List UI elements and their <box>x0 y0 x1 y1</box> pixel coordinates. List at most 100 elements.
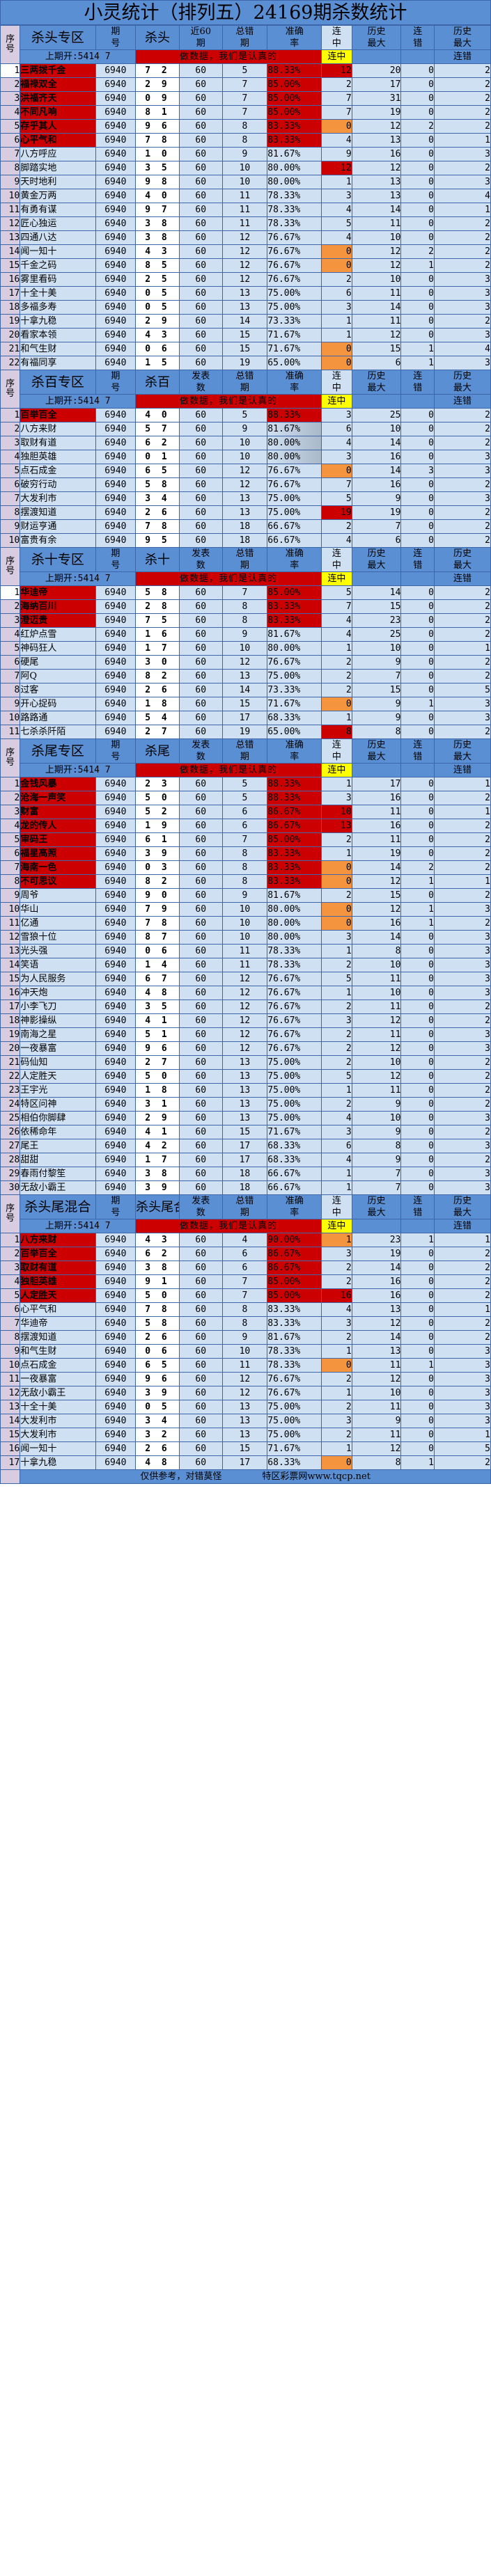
row-name[interactable]: 神影操纵 <box>20 1013 96 1028</box>
table-row[interactable]: 15 千金之码 6940 8 5 60 12 76.67% 0 12 1 2 <box>0 258 491 273</box>
row-name[interactable]: 存乎其人 <box>20 119 96 134</box>
row-name[interactable]: 闻一知十 <box>20 244 96 259</box>
table-row[interactable]: 4 龙的传人 6940 1 9 60 6 86.67% 13 16 0 2 <box>0 819 491 833</box>
row-name[interactable]: 一夜暴富 <box>20 1041 96 1056</box>
table-row[interactable]: 1 八方来财 6940 4 3 60 4 90.00% 1 23 1 1 <box>0 1233 491 1247</box>
row-name[interactable]: 不可思议 <box>20 874 96 889</box>
table-row[interactable]: 9 开心捉码 6940 1 8 60 15 71.67% 0 9 1 3 <box>0 697 491 711</box>
row-name[interactable]: 洪福齐天 <box>20 91 96 106</box>
table-row[interactable]: 1 华迪帝 6940 5 8 60 7 85.00% 5 14 0 2 <box>0 585 491 600</box>
table-row[interactable]: 14 闻一知十 6940 4 3 60 12 76.67% 0 12 2 2 <box>0 244 491 259</box>
row-name[interactable]: 红炉点雪 <box>20 627 96 642</box>
table-row[interactable]: 1 三两拨千金 6940 7 2 60 5 88.33% 12 20 0 2 <box>0 63 491 78</box>
table-row[interactable]: 14 笑语 6940 1 4 60 11 78.33% 2 10 0 3 <box>0 958 491 972</box>
row-name[interactable]: 依稀命年 <box>20 1125 96 1139</box>
row-name[interactable]: 心平气和 <box>20 1302 96 1317</box>
row-name[interactable]: 富贵有余 <box>20 533 96 548</box>
table-row[interactable]: 27 尾王 6940 4 2 60 17 68.33% 6 8 0 3 <box>0 1139 491 1153</box>
row-name[interactable]: 大发利市 <box>20 1414 96 1428</box>
table-row[interactable]: 29 春雨付黎笙 6940 3 8 60 18 66.67% 1 7 0 3 <box>0 1167 491 1181</box>
table-row[interactable]: 19 南海之星 6940 5 1 60 12 76.67% 2 11 0 3 <box>0 1027 491 1042</box>
row-name[interactable]: 周爷 <box>20 888 96 903</box>
row-name[interactable]: 福禄双全 <box>20 77 96 92</box>
row-name[interactable]: 百举百全 <box>20 1247 96 1261</box>
table-row[interactable]: 4 独胆英雄 6940 0 1 60 10 80.00% 3 16 0 3 <box>0 450 491 464</box>
table-row[interactable]: 20 看家本领 6940 4 3 60 15 71.67% 1 12 0 3 <box>0 328 491 342</box>
row-name[interactable]: 阿Q <box>20 669 96 683</box>
row-name[interactable]: 摆渡知道 <box>20 505 96 520</box>
row-name[interactable]: 甜甜 <box>20 1153 96 1167</box>
table-row[interactable]: 10 华山 6940 7 9 60 10 80.00% 0 12 1 3 <box>0 902 491 917</box>
table-row[interactable]: 9 财运亨通 6940 7 8 60 18 66.67% 2 7 0 2 <box>0 519 491 534</box>
row-name[interactable]: 十全十美 <box>20 286 96 301</box>
table-row[interactable]: 6 心平气和 6940 7 8 60 8 83.33% 4 13 0 1 <box>0 133 491 148</box>
row-name[interactable]: 有福同享 <box>20 356 96 370</box>
row-name[interactable]: 八方呼应 <box>20 147 96 161</box>
row-name[interactable]: 大发利市 <box>20 491 96 506</box>
row-name[interactable]: 华迪帝 <box>20 585 96 600</box>
row-name[interactable]: 冲天炮 <box>20 986 96 1000</box>
table-row[interactable]: 15 为人民服务 6940 6 7 60 12 76.67% 5 11 0 3 <box>0 972 491 986</box>
row-name[interactable]: 人定胜天 <box>20 1288 96 1303</box>
row-name[interactable]: 过客 <box>20 683 96 697</box>
table-row[interactable]: 1 金钱风暴 6940 2 3 60 5 88.33% 1 17 0 1 <box>0 777 491 791</box>
table-row[interactable]: 9 和气生财 6940 0 6 60 10 78.33% 1 13 0 3 <box>0 1344 491 1359</box>
table-row[interactable]: 5 神码狂人 6940 1 7 60 10 80.00% 1 10 0 1 <box>0 641 491 656</box>
row-name[interactable]: 有勇有谋 <box>20 203 96 217</box>
row-name[interactable]: 无敌小霸王 <box>20 1386 96 1400</box>
table-row[interactable]: 5 审码王 6940 6 1 60 7 85.00% 2 11 0 2 <box>0 832 491 847</box>
row-name[interactable]: 八方来财 <box>20 422 96 436</box>
row-name[interactable]: 不同凡响 <box>20 105 96 120</box>
table-row[interactable]: 3 洪福齐天 6940 0 9 60 7 85.00% 7 31 0 2 <box>0 91 491 106</box>
row-name[interactable]: 八方来财 <box>20 1233 96 1247</box>
row-name[interactable]: 亿通 <box>20 916 96 931</box>
table-row[interactable]: 2 八方来财 6940 5 7 60 9 81.67% 6 10 0 2 <box>0 422 491 436</box>
table-row[interactable]: 16 冲天炮 6940 4 8 60 12 76.67% 1 10 0 3 <box>0 986 491 1000</box>
table-row[interactable]: 11 亿通 6940 7 8 60 10 80.00% 0 16 1 2 <box>0 916 491 931</box>
table-row[interactable]: 15 大发利市 6940 3 2 60 13 75.00% 2 11 0 1 <box>0 1428 491 1442</box>
row-name[interactable]: 十拿九稳 <box>20 314 96 329</box>
row-name[interactable]: 相伯你脚肆 <box>20 1111 96 1125</box>
row-name[interactable]: 百举百全 <box>20 408 96 422</box>
table-row[interactable]: 24 特区问神 6940 3 1 60 13 75.00% 2 9 0 2 <box>0 1097 491 1112</box>
row-name[interactable]: 南海之星 <box>20 1027 96 1042</box>
table-row[interactable]: 4 红炉点雪 6940 1 6 60 9 81.67% 4 25 0 2 <box>0 627 491 642</box>
table-row[interactable]: 18 多福多寿 6940 0 5 60 13 75.00% 3 14 0 3 <box>0 300 491 315</box>
row-name[interactable]: 王宇光 <box>20 1083 96 1098</box>
table-row[interactable]: 26 依稀命年 6940 4 1 60 15 71.67% 3 9 0 2 <box>0 1125 491 1139</box>
table-row[interactable]: 12 雪狼十位 6940 8 7 60 10 80.00% 3 14 0 3 <box>0 930 491 945</box>
row-name[interactable]: 龙的传人 <box>20 819 96 833</box>
table-row[interactable]: 22 人定胜天 6940 5 0 60 13 75.00% 5 12 0 2 <box>0 1069 491 1084</box>
row-name[interactable]: 和气生财 <box>20 1344 96 1359</box>
table-row[interactable]: 16 闻一知十 6940 2 6 60 15 71.67% 1 12 0 5 <box>0 1441 491 1456</box>
table-row[interactable]: 17 十全十美 6940 0 5 60 13 75.00% 6 11 0 3 <box>0 286 491 301</box>
table-row[interactable]: 7 海南一色 6940 0 3 60 8 83.33% 0 14 2 2 <box>0 860 491 875</box>
row-name[interactable]: 千金之码 <box>20 258 96 273</box>
row-name[interactable]: 春雨付黎笙 <box>20 1167 96 1181</box>
row-name[interactable]: 一夜暴富 <box>20 1372 96 1386</box>
table-row[interactable]: 10 点石成金 6940 6 5 60 11 78.33% 0 11 1 3 <box>0 1358 491 1373</box>
table-row[interactable]: 5 点石成金 6940 6 5 60 12 76.67% 0 14 3 3 <box>0 464 491 478</box>
row-name[interactable]: 华迪帝 <box>20 1316 96 1331</box>
table-row[interactable]: 7 华迪帝 6940 5 8 60 8 83.33% 3 12 0 2 <box>0 1316 491 1331</box>
table-row[interactable]: 2 百举百全 6940 6 2 60 6 86.67% 3 19 0 2 <box>0 1247 491 1261</box>
table-row[interactable]: 3 澄迈贵 6940 7 5 60 8 83.33% 4 23 0 2 <box>0 613 491 628</box>
row-name[interactable]: 路路通 <box>20 711 96 725</box>
table-row[interactable]: 30 无敌小霸王 6940 3 9 60 18 66.67% 1 7 0 3 <box>0 1180 491 1195</box>
row-name[interactable]: 笑语 <box>20 958 96 972</box>
row-name[interactable]: 点石成金 <box>20 464 96 478</box>
table-row[interactable]: 10 富贵有余 6940 9 5 60 18 66.67% 4 6 0 2 <box>0 533 491 548</box>
table-row[interactable]: 8 不可思议 6940 8 2 60 8 83.33% 0 12 1 1 <box>0 874 491 889</box>
table-row[interactable]: 13 四通八达 6940 3 8 60 12 76.67% 4 10 0 2 <box>0 230 491 245</box>
table-row[interactable]: 7 八方呼应 6940 1 0 60 9 81.67% 9 16 0 3 <box>0 147 491 161</box>
row-name[interactable]: 独胆英雄 <box>20 1274 96 1289</box>
row-name[interactable]: 看家本领 <box>20 328 96 342</box>
row-name[interactable]: 人定胜天 <box>20 1069 96 1084</box>
row-name[interactable]: 黄金万两 <box>20 189 96 203</box>
table-row[interactable]: 8 过客 6940 2 6 60 14 73.33% 2 15 0 5 <box>0 683 491 697</box>
table-row[interactable]: 4 独胆英雄 6940 9 1 60 7 85.00% 2 16 0 2 <box>0 1274 491 1289</box>
table-row[interactable]: 21 码仙知 6940 2 7 60 13 75.00% 2 10 0 2 <box>0 1055 491 1070</box>
row-name[interactable]: 闻一知十 <box>20 1441 96 1456</box>
row-name[interactable]: 福星高照 <box>20 846 96 861</box>
row-name[interactable]: 七杀杀阡陌 <box>20 725 96 739</box>
